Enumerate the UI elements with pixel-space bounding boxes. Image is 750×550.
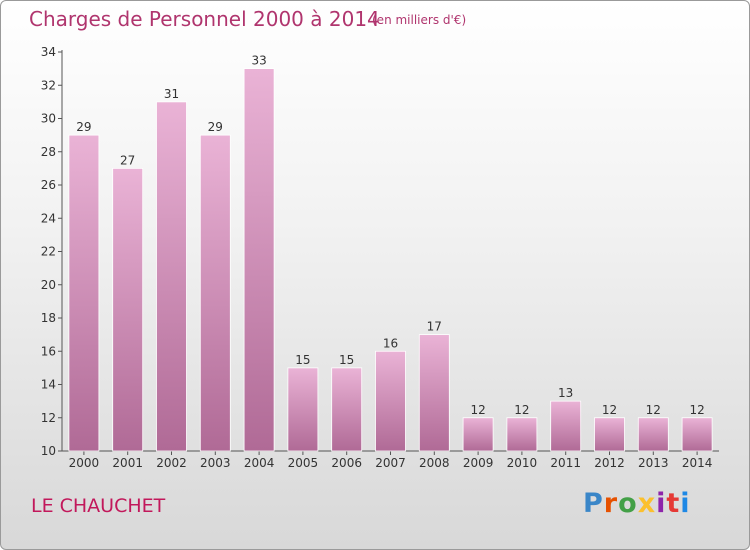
x-tick-label: 2001 [112, 456, 143, 470]
bar [199, 134, 231, 452]
y-tick-label: 10 [41, 444, 56, 458]
data-label: 12 [689, 403, 704, 417]
x-tick-label: 2000 [69, 456, 100, 470]
data-label: 13 [558, 386, 573, 400]
bar [375, 350, 406, 452]
x-tick-label: 2005 [288, 456, 319, 470]
y-tick-label: 22 [41, 245, 56, 259]
bar [418, 334, 450, 452]
bar [156, 101, 187, 452]
proxiti-logo[interactable]: Proxiti [583, 488, 691, 519]
y-tick-label: 30 [41, 112, 56, 126]
x-tick-label: 2002 [156, 456, 187, 470]
y-tick-label: 18 [41, 311, 56, 325]
logo-letter: x [637, 488, 657, 519]
bar [637, 417, 669, 452]
logo-letter: P [583, 488, 604, 519]
logo-letter: i [680, 488, 691, 519]
x-tick-label: 2003 [200, 456, 231, 470]
data-label: 17 [427, 320, 442, 334]
y-tick-label: 28 [41, 145, 56, 159]
data-label: 27 [120, 153, 135, 167]
x-tick-label: 2013 [638, 456, 669, 470]
bar [68, 134, 100, 452]
data-label: 31 [164, 87, 179, 101]
x-tick-label: 2014 [682, 456, 713, 470]
logo-letter: r [603, 488, 619, 519]
logo-letter: i [656, 488, 667, 519]
y-tick-label: 20 [41, 278, 56, 292]
data-label: 15 [295, 353, 310, 367]
data-label: 16 [383, 336, 398, 350]
x-tick-label: 2004 [244, 456, 275, 470]
bar [243, 68, 275, 452]
data-label: 12 [470, 403, 485, 417]
bar [550, 400, 582, 452]
y-tick-label: 26 [41, 178, 56, 192]
bar [506, 417, 538, 452]
y-tick-label: 16 [41, 344, 56, 358]
data-label: 29 [208, 120, 223, 134]
data-label: 12 [602, 403, 617, 417]
x-tick-label: 2006 [331, 456, 362, 470]
bar [681, 417, 713, 452]
data-label: 29 [76, 120, 91, 134]
y-tick-label: 12 [41, 411, 56, 425]
y-tick-label: 14 [41, 378, 56, 392]
y-tick-label: 32 [41, 78, 56, 92]
y-tick-label: 24 [41, 211, 56, 225]
bar [287, 367, 319, 452]
data-label: 12 [514, 403, 529, 417]
y-tick-label: 34 [41, 45, 56, 59]
bar [462, 417, 494, 452]
commune-name: LE CHAUCHET [31, 495, 166, 517]
chart-subtitle: (en milliers d'€) [372, 13, 467, 27]
logo-letter: o [618, 488, 638, 519]
data-label: 12 [646, 403, 661, 417]
data-label: 15 [339, 353, 354, 367]
x-tick-label: 2010 [507, 456, 538, 470]
data-label: 33 [251, 54, 266, 68]
x-tick-label: 2012 [594, 456, 625, 470]
chart-title: Charges de Personnel 2000 à 2014 [29, 7, 380, 31]
bar [594, 417, 625, 452]
logo-letter: t [666, 488, 681, 519]
x-tick-label: 2008 [419, 456, 450, 470]
bar [112, 167, 144, 452]
bar [331, 367, 363, 452]
x-tick-label: 2009 [463, 456, 494, 470]
x-tick-label: 2007 [375, 456, 406, 470]
x-tick-label: 2011 [550, 456, 581, 470]
